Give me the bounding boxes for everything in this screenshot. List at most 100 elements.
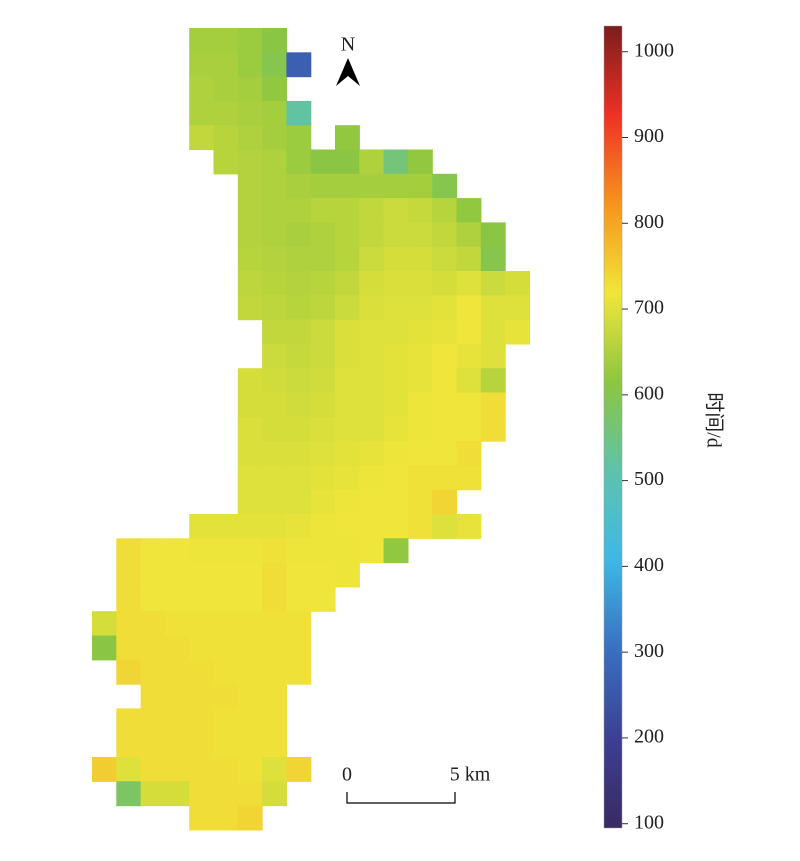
cell	[359, 465, 385, 491]
cell	[116, 732, 142, 758]
cell	[237, 781, 263, 807]
cell	[286, 635, 312, 661]
colorbar-label: 时间/d	[702, 392, 725, 448]
cell	[359, 198, 385, 223]
cell	[359, 271, 385, 296]
cell	[213, 635, 239, 661]
north-label: N	[341, 34, 355, 56]
cell	[480, 416, 506, 442]
cell	[164, 781, 190, 807]
cell	[335, 173, 360, 199]
cell	[383, 295, 409, 321]
cell	[237, 805, 263, 831]
cell	[359, 222, 385, 248]
cell	[262, 368, 287, 394]
cell	[164, 732, 190, 758]
colorbar	[603, 25, 623, 829]
cell	[164, 586, 190, 612]
cell	[480, 295, 506, 321]
cell	[456, 198, 482, 223]
cell	[164, 538, 190, 564]
cell	[140, 684, 166, 709]
cell	[237, 125, 263, 151]
cell	[237, 732, 263, 758]
cell	[310, 319, 336, 345]
cell	[116, 562, 142, 588]
scale-bar-line	[346, 792, 456, 804]
cell	[359, 343, 385, 369]
cell	[407, 441, 433, 466]
cell	[189, 757, 215, 782]
colorbar-tick-label: 500	[634, 468, 664, 490]
cell	[407, 319, 433, 345]
cell	[189, 125, 215, 151]
cell	[237, 538, 263, 564]
cell	[237, 100, 263, 126]
cell	[140, 732, 166, 758]
cell	[432, 514, 458, 539]
cell	[116, 635, 142, 661]
cell	[286, 441, 312, 466]
cell	[480, 343, 506, 369]
cell	[359, 173, 385, 199]
cell	[189, 781, 215, 807]
cell	[310, 392, 336, 418]
cell	[407, 465, 433, 491]
cell	[432, 489, 458, 515]
cell	[262, 684, 287, 709]
cell	[335, 562, 360, 588]
cell	[237, 611, 263, 637]
cell	[335, 222, 360, 248]
cell	[140, 538, 166, 564]
cell	[335, 198, 360, 223]
colorbar-tick-label: 800	[634, 211, 664, 233]
cell	[432, 198, 458, 223]
cell	[262, 28, 287, 53]
cell	[432, 465, 458, 491]
cell	[383, 222, 409, 248]
cell	[286, 538, 312, 564]
cell	[189, 538, 215, 564]
cell	[92, 611, 117, 637]
cell	[383, 538, 409, 564]
cell	[189, 805, 215, 831]
cell	[480, 271, 506, 296]
cell	[116, 781, 142, 807]
cell	[262, 222, 287, 248]
scale-bar: 0 5 km	[342, 764, 491, 804]
cell	[262, 343, 287, 369]
cell	[262, 173, 287, 199]
cell	[335, 465, 360, 491]
cell	[213, 514, 239, 539]
cell	[213, 708, 239, 734]
cell	[213, 149, 239, 175]
cell	[383, 149, 409, 175]
cell	[432, 441, 458, 466]
cell	[286, 489, 312, 515]
cell	[262, 708, 287, 734]
cell	[237, 416, 263, 442]
cell	[213, 732, 239, 758]
cell	[480, 319, 506, 345]
cell	[213, 538, 239, 564]
cell	[237, 368, 263, 394]
cell	[286, 343, 312, 369]
cell	[92, 635, 117, 661]
cell	[407, 514, 433, 539]
cell	[262, 149, 287, 175]
cell	[213, 125, 239, 151]
cell	[237, 635, 263, 661]
cell	[189, 28, 215, 53]
cell	[310, 465, 336, 491]
scale-start: 0	[342, 764, 352, 786]
cell	[237, 757, 263, 782]
cell	[262, 198, 287, 223]
cell	[310, 441, 336, 466]
cell	[286, 198, 312, 223]
cell	[359, 295, 385, 321]
cell	[310, 222, 336, 248]
cell	[262, 489, 287, 515]
cell	[189, 635, 215, 661]
cell	[383, 343, 409, 369]
